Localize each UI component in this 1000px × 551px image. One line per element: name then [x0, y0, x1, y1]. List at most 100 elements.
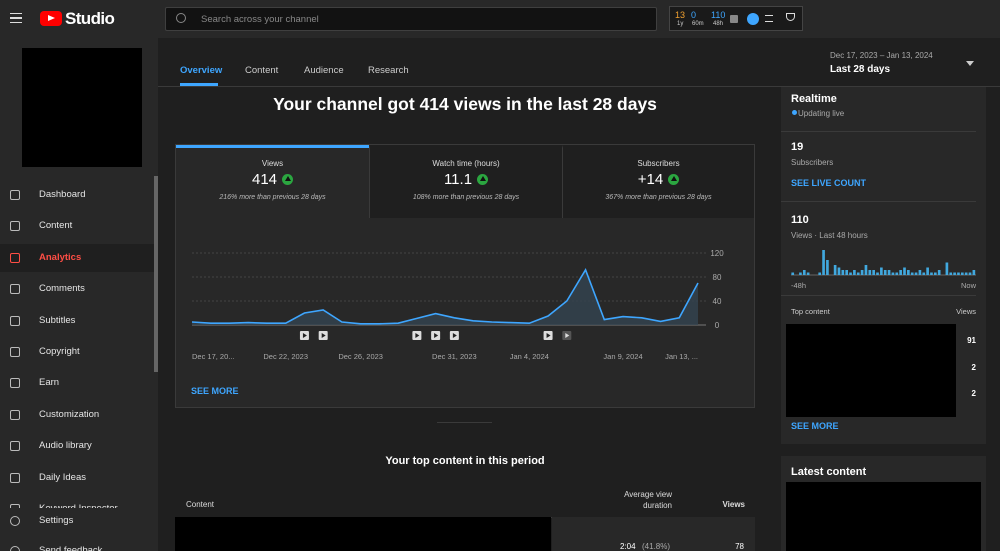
metric-tab[interactable]: Views 414 216% more than previous 28 days — [176, 145, 369, 218]
views-label: Views · Last 48 hours — [791, 231, 868, 240]
video-marker[interactable] — [318, 331, 328, 340]
bar — [914, 272, 918, 275]
bar — [945, 262, 949, 275]
menu-item[interactable]: Comments — [39, 283, 85, 295]
ext-icon[interactable] — [730, 15, 738, 23]
brand: Studio — [65, 9, 115, 28]
top-views: 2 — [971, 389, 976, 398]
bar — [922, 272, 926, 275]
x-tick-label: Jan 13, ... — [665, 352, 698, 361]
metric-comparison: 367% more than previous 28 days — [605, 194, 712, 201]
menu-item[interactable]: Content — [39, 220, 73, 232]
video-marker[interactable] — [562, 331, 572, 340]
menu-item[interactable]: Daily Ideas — [39, 471, 86, 483]
menu-button[interactable] — [10, 13, 22, 23]
metric-label: Watch time (hours) — [432, 159, 500, 168]
period[interactable]: Last 28 days — [830, 64, 891, 75]
menu-icon — [10, 516, 20, 526]
metric-comparison: 108% more than previous 28 days — [412, 194, 520, 201]
x-tick-label: Dec 22, 2023 — [263, 352, 308, 361]
table-header: Content Average view duration Views — [175, 480, 755, 518]
menu-item[interactable]: Earn — [39, 377, 60, 389]
menu-icon — [10, 378, 20, 389]
scrollbar[interactable] — [154, 176, 158, 372]
see-more-link[interactable]: SEE MORE — [791, 421, 839, 431]
bar — [856, 272, 860, 275]
channel-avatar[interactable] — [22, 48, 142, 167]
menu-item[interactable]: Audio library — [39, 440, 92, 452]
trophy-icon[interactable] — [786, 13, 795, 21]
menu-icon — [10, 315, 20, 326]
column-header: Views — [722, 500, 745, 509]
ext-icon[interactable] — [747, 13, 759, 25]
bar — [891, 272, 895, 275]
bar — [818, 272, 822, 275]
bar — [926, 267, 929, 275]
views-line — [191, 267, 699, 325]
latest-thumbnail[interactable] — [786, 482, 981, 551]
bar — [802, 270, 806, 275]
menu-item[interactable]: Send feedback — [39, 545, 103, 551]
live-dot — [792, 110, 797, 115]
marker-play — [434, 333, 439, 338]
search-box[interactable]: Search across your channel — [165, 7, 657, 31]
stat-label: 60m — [692, 21, 704, 27]
column-header: Average view duration — [624, 490, 672, 510]
video-marker[interactable] — [543, 331, 553, 340]
video-marker[interactable] — [299, 331, 309, 340]
sidebar-footer: Settings Send feedback — [0, 508, 154, 551]
menu-icon — [10, 347, 20, 357]
subscriber-count: 19 — [791, 141, 804, 153]
bar — [949, 272, 953, 275]
stat-label: 1y — [677, 21, 684, 27]
tab[interactable]: Overview — [180, 65, 223, 76]
menu-item[interactable]: Customization — [39, 408, 100, 420]
metric-tab[interactable]: Watch time (hours) 11.1 108% more than pre… — [369, 145, 562, 218]
x-tick-label: Jan 9, 2024 — [603, 352, 642, 361]
top-content-title: Your top content in this period — [385, 455, 545, 467]
tab[interactable]: Content — [245, 65, 279, 76]
bar — [972, 270, 976, 275]
ext-menu[interactable] — [765, 15, 773, 22]
logo[interactable] — [40, 11, 62, 26]
stat-value: 0 — [691, 10, 697, 20]
bar — [826, 260, 829, 275]
video-marker[interactable] — [412, 331, 422, 340]
top-content-thumbnail[interactable] — [786, 324, 956, 417]
metric-value-row: +14 — [563, 171, 754, 188]
realtime-card: Realtime Updating live 19 Subscribers SE… — [781, 87, 986, 444]
video-marker[interactable] — [449, 331, 459, 340]
tab[interactable]: Research — [368, 65, 409, 76]
see-more-link[interactable]: SEE MORE — [191, 381, 239, 399]
view-count: 110 — [791, 214, 809, 226]
divider — [781, 131, 976, 132]
menu-item[interactable]: Analytics — [39, 251, 82, 263]
arrow — [479, 176, 486, 181]
see-more[interactable]: SEE MORE — [191, 386, 239, 396]
trend-up-icon — [477, 174, 489, 185]
tab[interactable]: Audience — [304, 65, 344, 76]
bar — [853, 270, 856, 275]
bar — [833, 265, 837, 275]
menu-item[interactable]: Copyright — [39, 346, 80, 357]
menu-item[interactable]: Settings — [39, 515, 74, 526]
menu-item[interactable]: Subtitles — [39, 314, 76, 326]
bar — [887, 270, 891, 275]
video-marker[interactable] — [431, 331, 441, 340]
y-tick-label: 120 — [710, 249, 724, 258]
x-tick-label: Dec 26, 2023 — [338, 352, 383, 361]
metric-tab[interactable]: Subscribers +14 367% more than previous 28… — [562, 145, 754, 218]
menu-icon — [10, 441, 20, 452]
menu-item[interactable]: Dashboard — [39, 189, 86, 200]
marker-play — [565, 333, 570, 338]
content-thumbnail[interactable] — [175, 517, 551, 551]
metric-value: +14 — [637, 171, 664, 188]
live-count-link[interactable]: SEE LIVE COUNT — [791, 178, 867, 188]
sidebar: Dashboard Content Analytics Comments Subtitl… — [0, 38, 158, 551]
bar — [864, 265, 868, 275]
dropdown-arrow[interactable] — [966, 61, 974, 66]
metric-value-row: 11.1 — [370, 171, 562, 188]
metric-label: Subscribers — [637, 159, 680, 168]
views-chart: 0 40 80 120 Dec 17, 20... Dec 22, 2023 Dec 26,… — [191, 249, 724, 361]
